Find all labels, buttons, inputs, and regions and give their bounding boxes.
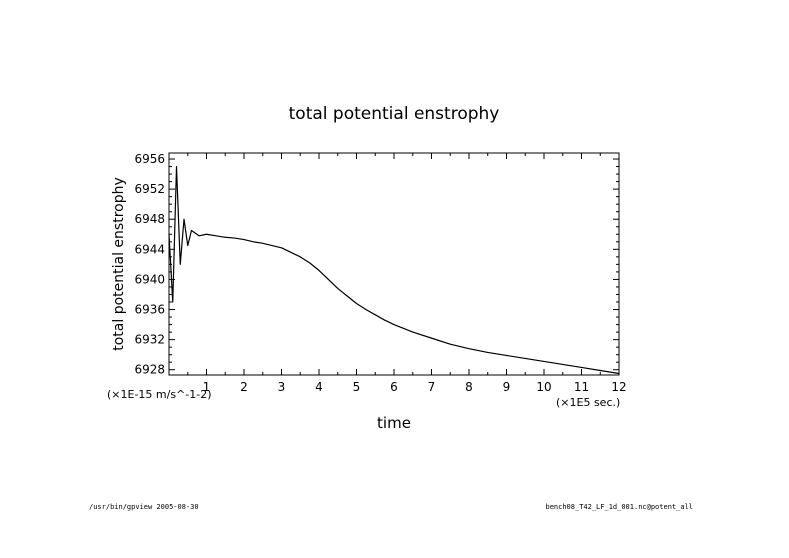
y-axis-label: total potential enstrophy (111, 177, 127, 351)
x-tick-label: 12 (611, 380, 626, 394)
x-unit-label: (×1E5 sec.) (556, 396, 620, 409)
series-group (168, 165, 620, 375)
plot-frame (168, 152, 620, 376)
x-tick-label: 8 (465, 380, 473, 394)
y-tick-label: 6940 (134, 272, 165, 286)
y-tick-label: 6936 (134, 303, 165, 317)
chart-title: total potential enstrophy (289, 104, 500, 124)
x-tick-label: 4 (315, 380, 323, 394)
footer-right-text: bench08_T42_LF_1d_001.nc@potent_all (545, 503, 693, 511)
y-tick-label: 6948 (134, 212, 165, 226)
y-tick-label: 6932 (134, 333, 165, 347)
x-tick-label: 11 (574, 380, 589, 394)
y-tick-label: 6928 (134, 363, 165, 377)
tick-labels: 1 2 3 4 5 6 7 8 9 10 11 126928693269366940694469486… (134, 152, 626, 394)
x-axis-label: time (377, 414, 411, 432)
x-tick-label: 7 (428, 380, 436, 394)
x-tick-label: 1 (203, 380, 211, 394)
y-tick-label: 6952 (134, 182, 165, 196)
y-unit-label: (×1E-15 m/s^-1-2) (107, 388, 212, 401)
x-tick-label: 6 (390, 380, 398, 394)
x-tick-label: 10 (536, 380, 551, 394)
y-tick-label: 6956 (134, 152, 165, 166)
x-tick-label: 3 (278, 380, 286, 394)
x-tick-label: 9 (503, 380, 511, 394)
footer-left-text: /usr/bin/gpview 2005-08-30 (89, 503, 199, 511)
x-tick-label: 2 (240, 380, 248, 394)
series-line (168, 165, 620, 375)
x-tick-label: 5 (353, 380, 361, 394)
axis-ticks (168, 153, 620, 375)
y-tick-label: 6944 (134, 242, 165, 256)
